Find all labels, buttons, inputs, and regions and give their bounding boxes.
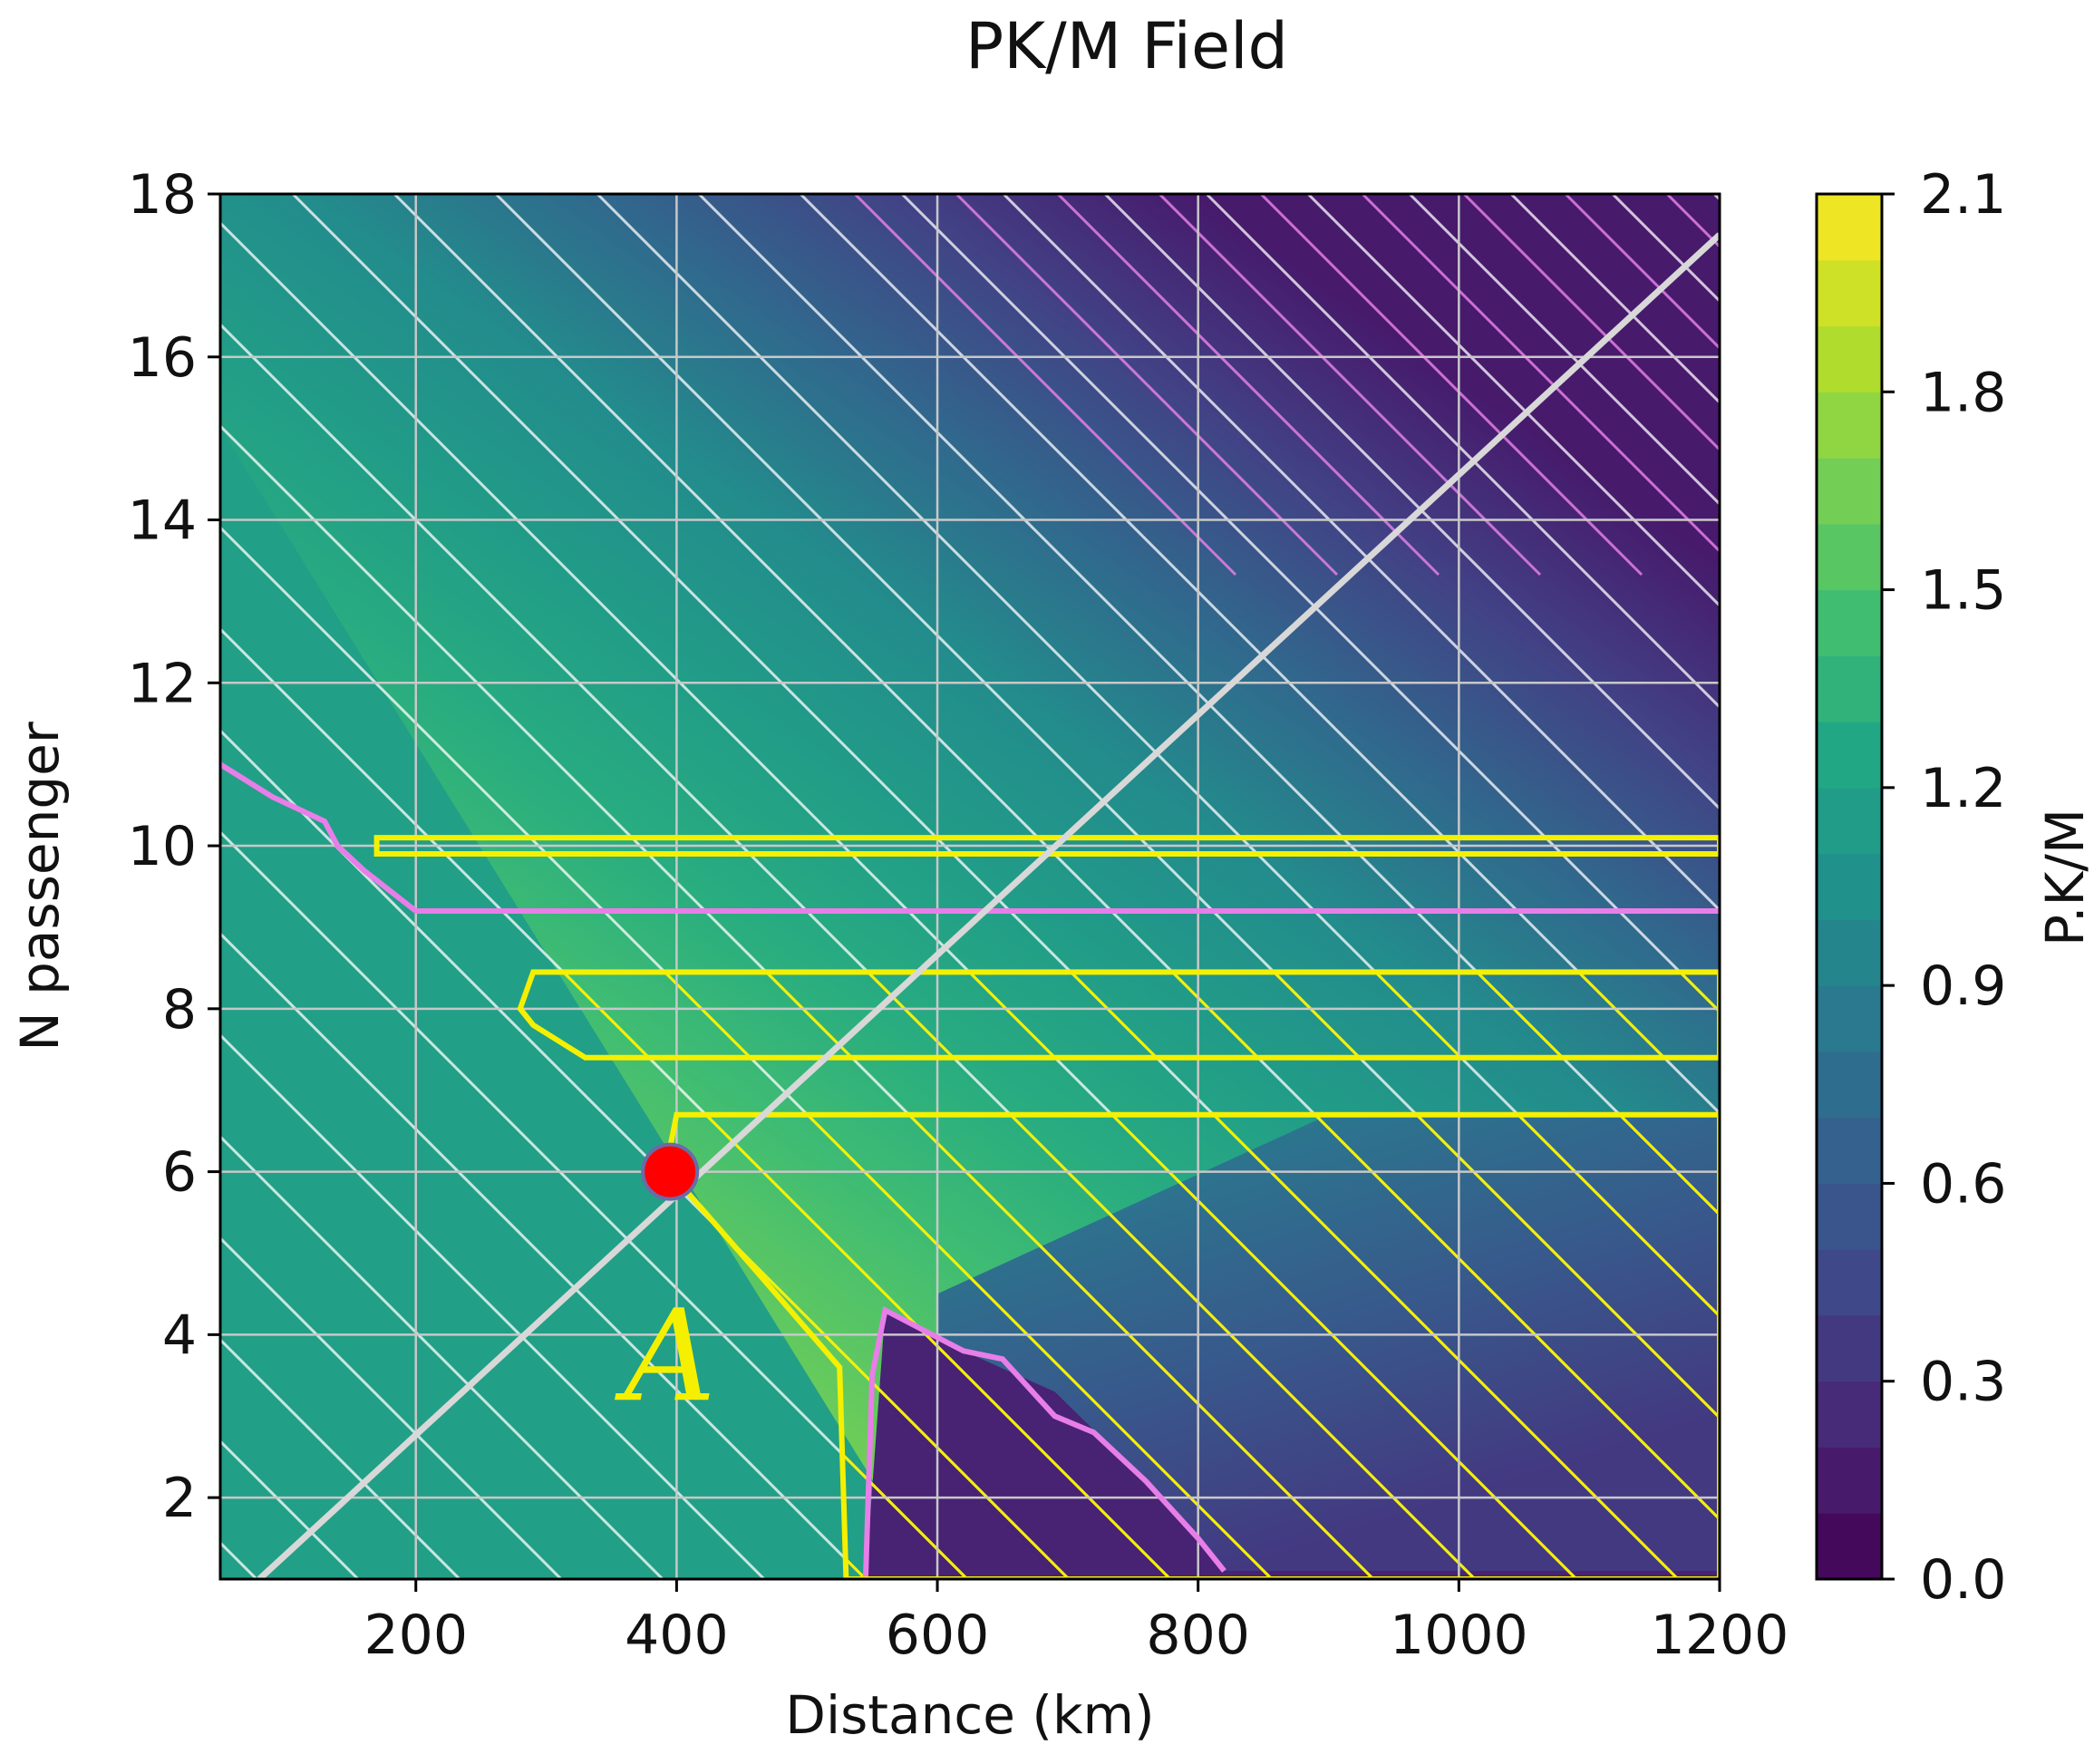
hatch-line xyxy=(1205,194,1720,710)
yellow-band-upper xyxy=(373,835,1720,857)
hatch-line xyxy=(1462,194,1720,452)
colorbar-segment xyxy=(1817,1381,1882,1449)
yellow-band-middle xyxy=(517,969,1720,1061)
colorbar-tick-label: 1.5 xyxy=(1920,559,2006,623)
hatch-line xyxy=(1158,194,1542,577)
y-axis: 2 4 6 8 10 12 14 16 18 xyxy=(128,163,220,1530)
colorbar-segment xyxy=(1817,1447,1882,1514)
colorbar-frame xyxy=(1815,192,1884,1581)
y-tick-label: 14 xyxy=(128,489,197,553)
hatch-line xyxy=(670,1114,1720,1579)
field-band-lower-right xyxy=(937,1114,1720,1579)
y-tick-label: 16 xyxy=(128,326,197,390)
colorbar: 0.0 0.3 0.6 0.9 1.2 1.5 1.8 2.1 xyxy=(1815,163,2006,1612)
magenta-contour-lower xyxy=(862,1305,1226,1579)
annotation-a: A xyxy=(615,1283,716,1430)
hatch-line xyxy=(670,1114,1720,1579)
hatch-line xyxy=(1002,194,1720,913)
colorbar-segment xyxy=(1817,1117,1882,1185)
x-tick-label: 200 xyxy=(364,1604,468,1667)
colorbar-segment xyxy=(1817,458,1882,525)
hatch-line xyxy=(220,829,970,1579)
hatch-line xyxy=(670,1114,1440,1579)
hatch-line xyxy=(220,1134,665,1579)
colorbar-tick-label: 1.8 xyxy=(1920,361,2006,424)
colorbar-segment xyxy=(1817,1249,1882,1316)
colorbar-segment xyxy=(1817,1183,1882,1250)
colorbar-segment xyxy=(1817,787,1882,855)
y-tick-label: 18 xyxy=(128,163,197,227)
hatch-line xyxy=(670,1114,1237,1579)
colorbar-segment xyxy=(1817,1051,1882,1119)
chart-title: PK/M Field xyxy=(965,9,1288,83)
colorbar-segment xyxy=(1817,523,1882,591)
hatch-line xyxy=(596,194,1720,1319)
colorbar-label: P.K/M xyxy=(2034,809,2094,946)
hatch-line xyxy=(1306,194,1720,608)
x-tick-label: 1200 xyxy=(1651,1604,1789,1667)
colorbar-tick-label: 0.9 xyxy=(1920,955,2006,1018)
colorbar-segment xyxy=(1817,722,1882,789)
hatch-line xyxy=(955,194,1339,577)
hatch-line xyxy=(670,1114,1339,1579)
hatch-line xyxy=(900,194,1720,1014)
y-tick-label: 4 xyxy=(162,1304,197,1367)
low-value-pocket xyxy=(865,1310,1720,1579)
red-marker xyxy=(641,1142,700,1201)
y-tick-label: 12 xyxy=(128,652,197,715)
hatch-line xyxy=(670,1114,1643,1579)
hatch-line xyxy=(670,1114,1136,1579)
colorbar-segment xyxy=(1817,325,1882,393)
x-tick-label: 800 xyxy=(1146,1604,1250,1667)
colorbar-tick-label: 0.3 xyxy=(1920,1351,2006,1414)
colorbar-segment xyxy=(1817,1513,1882,1580)
colorbar-segment xyxy=(1817,1314,1882,1382)
hatch-line xyxy=(1564,194,1720,351)
magenta-contour-upper xyxy=(220,761,1720,914)
colorbar-segment xyxy=(1817,985,1882,1052)
colorbar-segment xyxy=(1817,853,1882,920)
x-tick-label: 1000 xyxy=(1390,1604,1528,1667)
colorbar-segment xyxy=(1817,392,1882,459)
y-tick-label: 2 xyxy=(162,1467,197,1530)
magenta-hatch xyxy=(853,194,1720,577)
plot-frame xyxy=(218,192,1721,1581)
gray-diagonal-line xyxy=(257,232,1720,1579)
hatch-line xyxy=(220,1032,767,1579)
colorbar-tick-label: 0.6 xyxy=(1920,1152,2006,1216)
hatch-line xyxy=(799,194,1720,1116)
field-bands xyxy=(220,428,1720,1579)
field-band xyxy=(220,428,935,1579)
x-axis: 200 400 600 800 1000 1200 xyxy=(364,1579,1789,1667)
x-axis-label: Distance (km) xyxy=(785,1684,1154,1746)
y-tick-label: 8 xyxy=(162,978,197,1042)
hatch-line xyxy=(1259,194,1643,577)
colorbar-tick-label: 2.1 xyxy=(1920,163,2006,227)
colorbar-segment xyxy=(1817,259,1882,327)
y-axis-label: N passenger xyxy=(9,722,71,1052)
colorbar-segment xyxy=(1817,589,1882,656)
hatch-line xyxy=(1408,194,1720,507)
hatch-line xyxy=(853,194,1237,577)
colorbar-segment xyxy=(1817,655,1882,722)
x-tick-label: 400 xyxy=(625,1604,729,1667)
hatch-line xyxy=(670,1114,1720,1579)
hatch-line xyxy=(697,194,1720,1217)
hatch-line xyxy=(670,1114,1542,1579)
colorbar-tick-label: 0.0 xyxy=(1920,1548,2006,1612)
colorbar-segment xyxy=(1817,194,1882,261)
y-tick-label: 10 xyxy=(128,815,197,878)
x-tick-label: 600 xyxy=(886,1604,990,1667)
hatch-line xyxy=(220,931,868,1579)
grid-lines xyxy=(220,194,1720,1579)
y-tick-label: 6 xyxy=(162,1141,197,1205)
colorbar-segment xyxy=(1817,919,1882,986)
hatch-line xyxy=(220,1337,462,1579)
hatch-line xyxy=(1103,194,1720,811)
hatch-line xyxy=(1056,194,1440,577)
plot-area xyxy=(220,194,1720,1579)
colorbar-tick-label: 1.2 xyxy=(1920,757,2006,820)
hatch-line xyxy=(220,1236,564,1579)
